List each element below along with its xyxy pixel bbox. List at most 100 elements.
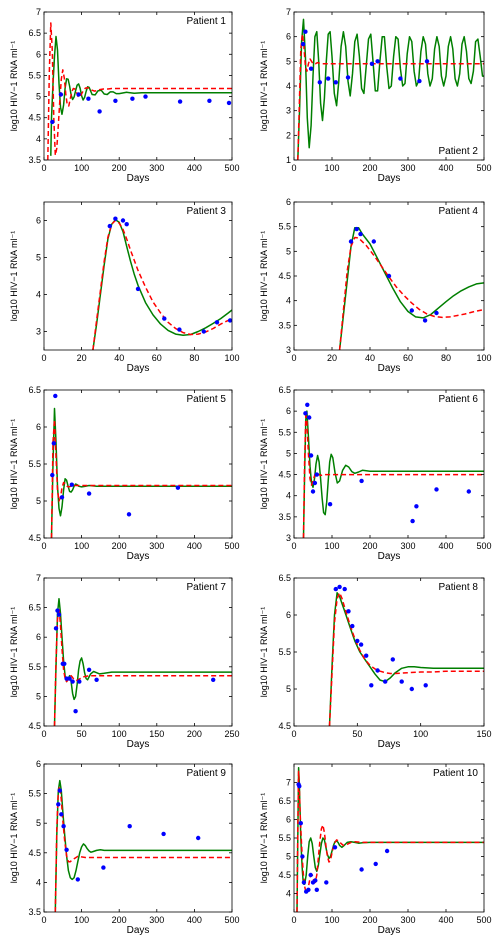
x-tick-label: 200: [112, 163, 127, 173]
observed-point: [345, 75, 351, 80]
y-tick-label: 6.5: [28, 603, 41, 613]
x-tick-label: 100: [413, 729, 428, 739]
axes-frame: [43, 389, 233, 539]
x-tick-label: 80: [189, 353, 199, 363]
y-tick-label: 5: [286, 852, 291, 862]
observed-point: [314, 887, 319, 892]
observed-point: [59, 812, 64, 817]
x-tick-label: 200: [187, 729, 202, 739]
chart-panel-8: 0 50 100 150 4.5 5 5.5 6 6.5 Days log10 HIV−1 RNA …: [259, 573, 492, 750]
model-dashed-line: [47, 22, 232, 160]
y-tick-label: 4: [286, 491, 291, 501]
x-tick-label: 0: [41, 541, 46, 551]
model-solid-line: [302, 410, 484, 538]
plot-area: [53, 597, 232, 726]
x-tick-label: 500: [224, 163, 239, 173]
x-tick-label: 200: [362, 915, 377, 925]
y-axis-label: log10 HIV−1 RNA ml⁻¹: [9, 607, 19, 698]
y-tick-label: 5: [286, 684, 291, 694]
observed-point: [317, 80, 322, 85]
y-tick-label: 6: [36, 632, 41, 642]
y-tick-label: 6: [286, 406, 291, 416]
y-tick-label: 4.5: [278, 870, 291, 880]
plot-area: [47, 22, 232, 160]
observed-point: [333, 80, 338, 85]
observed-point: [358, 642, 364, 647]
y-tick-label: 4: [36, 134, 41, 144]
observed-point: [61, 824, 66, 829]
y-tick-label: 7: [36, 573, 41, 583]
y-tick-label: 6.5: [278, 385, 291, 395]
model-solid-line: [328, 592, 484, 726]
x-tick-label: 200: [362, 541, 377, 551]
x-tick-label: 20: [327, 353, 337, 363]
x-tick-label: 60: [403, 353, 413, 363]
observed-point: [107, 223, 113, 229]
model-solid-line: [53, 597, 232, 726]
y-tick-label: 6: [286, 815, 291, 825]
y-tick-label: 5: [36, 691, 41, 701]
x-tick-label: 200: [112, 541, 127, 551]
x-tick-label: 500: [224, 541, 239, 551]
x-axis-label: Days: [127, 739, 150, 750]
y-tick-label: 3: [286, 106, 291, 116]
observed-point: [97, 109, 102, 114]
y-axis-label: log10 HIV−1 RNA ml⁻¹: [9, 419, 19, 510]
observed-point: [308, 453, 314, 458]
observed-point: [227, 318, 232, 323]
observed-point: [113, 98, 118, 104]
observed-point: [177, 99, 183, 104]
observed-point: [70, 679, 75, 684]
observed-point: [64, 847, 69, 852]
y-axis-label: log10 HIV−1 RNA ml⁻¹: [259, 41, 269, 132]
observed-point: [76, 92, 81, 97]
observed-point: [127, 824, 132, 829]
x-tick-label: 400: [438, 163, 453, 173]
x-axis-label: Days: [127, 551, 150, 562]
observed-point: [86, 667, 92, 672]
observed-point: [383, 679, 388, 684]
observed-point: [417, 78, 422, 84]
y-tick-label: 3: [286, 533, 291, 543]
model-dashed-line: [50, 418, 232, 538]
x-tick-label: 300: [400, 163, 415, 173]
observed-point: [414, 504, 419, 509]
x-tick-label: 500: [476, 163, 491, 173]
observed-point: [350, 623, 355, 629]
x-tick-label: 100: [224, 353, 239, 363]
x-tick-label: 60: [152, 353, 162, 363]
x-tick-label: 200: [112, 915, 127, 925]
observed-point: [56, 802, 61, 807]
plot-area: [50, 393, 232, 538]
y-tick-label: 6: [286, 197, 291, 207]
chart-panel-3: 0 20 40 60 80 100 3 4 5 6 Days log10 HIV−1 RNA ml⁻¹…: [9, 201, 240, 374]
observed-point: [355, 638, 360, 644]
y-tick-label: 5: [36, 253, 41, 263]
x-tick-label: 100: [74, 915, 89, 925]
observed-point: [300, 854, 305, 859]
observed-point: [298, 821, 303, 826]
observed-point: [386, 273, 392, 279]
observed-point: [120, 218, 126, 223]
x-tick-label: 100: [112, 729, 127, 739]
observed-point: [327, 502, 333, 507]
y-tick-label: 6.5: [28, 28, 41, 38]
chart-panel-10: 0 100 200 300 400 500 4 4.5 5 5.5 6 6.5 7 Days log10 H…: [259, 763, 492, 936]
y-axis-label: log10 HIV−1 RNA ml⁻¹: [259, 793, 269, 884]
observed-point: [161, 831, 166, 837]
observed-point: [354, 226, 359, 232]
y-tick-label: 6: [286, 32, 291, 42]
y-axis-label: log10 HIV−1 RNA ml⁻¹: [259, 231, 269, 322]
observed-point: [59, 495, 65, 500]
x-tick-label: 150: [476, 729, 491, 739]
observed-point: [306, 887, 311, 892]
x-tick-label: 0: [291, 541, 296, 551]
observed-point: [211, 677, 216, 682]
observed-point: [55, 608, 60, 613]
y-tick-label: 3.5: [28, 907, 41, 917]
observed-point: [51, 441, 56, 446]
x-tick-label: 100: [324, 915, 339, 925]
observed-point: [434, 310, 439, 316]
observed-point: [364, 653, 369, 658]
y-tick-label: 4: [286, 296, 291, 306]
